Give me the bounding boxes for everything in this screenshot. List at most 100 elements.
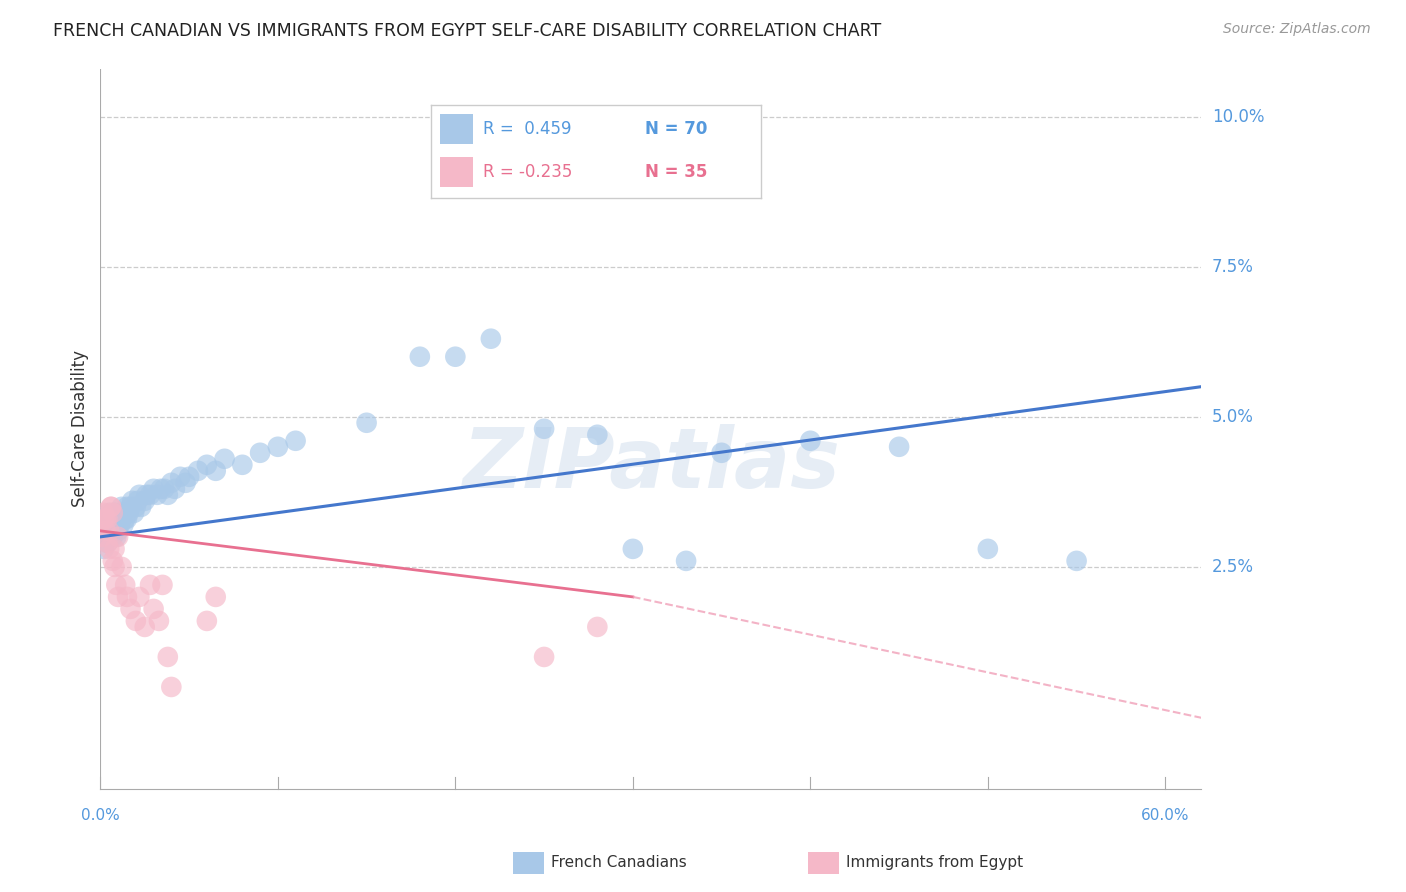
Point bbox=[284, 434, 307, 448]
Point bbox=[479, 332, 502, 346]
Point bbox=[100, 500, 122, 514]
Point bbox=[586, 620, 609, 634]
Point bbox=[169, 470, 191, 484]
Point bbox=[1066, 554, 1088, 568]
Point bbox=[100, 512, 122, 526]
Point bbox=[621, 541, 644, 556]
Point bbox=[174, 475, 197, 490]
Point bbox=[249, 446, 271, 460]
Point bbox=[267, 440, 290, 454]
Point bbox=[120, 602, 142, 616]
Point bbox=[111, 560, 134, 574]
Point bbox=[93, 541, 115, 556]
Point bbox=[139, 488, 162, 502]
Text: Immigrants from Egypt: Immigrants from Egypt bbox=[846, 855, 1024, 870]
Point bbox=[115, 512, 138, 526]
Point bbox=[108, 506, 131, 520]
Point bbox=[100, 500, 122, 514]
Point bbox=[96, 536, 118, 550]
Point bbox=[134, 493, 156, 508]
Point bbox=[409, 350, 432, 364]
Point bbox=[195, 458, 218, 472]
Point bbox=[103, 524, 125, 538]
Point bbox=[356, 416, 378, 430]
Point bbox=[105, 517, 128, 532]
Point bbox=[100, 524, 122, 538]
Point bbox=[586, 427, 609, 442]
Point bbox=[533, 649, 555, 664]
Point bbox=[675, 554, 697, 568]
Point bbox=[533, 422, 555, 436]
Point bbox=[112, 517, 135, 532]
Point bbox=[142, 602, 165, 616]
Point bbox=[160, 475, 183, 490]
Point bbox=[111, 512, 134, 526]
Point bbox=[98, 530, 121, 544]
Point bbox=[148, 614, 170, 628]
Point bbox=[108, 517, 131, 532]
Point bbox=[94, 512, 117, 526]
Point bbox=[163, 482, 186, 496]
Point bbox=[187, 464, 209, 478]
Point bbox=[195, 614, 218, 628]
Point bbox=[121, 493, 143, 508]
Point bbox=[114, 512, 136, 526]
Point bbox=[101, 530, 124, 544]
Point bbox=[111, 500, 134, 514]
Text: 7.5%: 7.5% bbox=[1212, 258, 1254, 276]
Point bbox=[107, 590, 129, 604]
Point bbox=[96, 512, 118, 526]
Text: 2.5%: 2.5% bbox=[1212, 558, 1254, 576]
Point bbox=[135, 488, 157, 502]
Point bbox=[799, 434, 821, 448]
Point bbox=[96, 536, 118, 550]
Point bbox=[98, 524, 121, 538]
Point bbox=[98, 541, 121, 556]
Point bbox=[710, 446, 733, 460]
Point bbox=[156, 649, 179, 664]
Point bbox=[152, 578, 174, 592]
Point bbox=[105, 530, 128, 544]
Point bbox=[129, 500, 152, 514]
Point bbox=[101, 506, 124, 520]
Point bbox=[127, 493, 149, 508]
Point bbox=[160, 680, 183, 694]
Point bbox=[107, 512, 129, 526]
Point bbox=[93, 512, 115, 526]
Point bbox=[177, 470, 200, 484]
Text: Source: ZipAtlas.com: Source: ZipAtlas.com bbox=[1223, 22, 1371, 37]
Point bbox=[125, 500, 148, 514]
Point bbox=[91, 530, 114, 544]
Point bbox=[122, 506, 145, 520]
Point bbox=[977, 541, 1000, 556]
Point bbox=[142, 482, 165, 496]
Text: FRENCH CANADIAN VS IMMIGRANTS FROM EGYPT SELF-CARE DISABILITY CORRELATION CHART: FRENCH CANADIAN VS IMMIGRANTS FROM EGYPT… bbox=[53, 22, 882, 40]
Text: 5.0%: 5.0% bbox=[1212, 408, 1254, 425]
Point bbox=[139, 578, 162, 592]
Point bbox=[214, 451, 236, 466]
Point bbox=[120, 500, 142, 514]
Point bbox=[91, 517, 114, 532]
Point bbox=[101, 554, 124, 568]
Point bbox=[93, 530, 115, 544]
Point bbox=[103, 541, 125, 556]
Point bbox=[444, 350, 467, 364]
Point bbox=[93, 506, 115, 520]
Point bbox=[149, 482, 172, 496]
Point bbox=[115, 500, 138, 514]
Text: 0.0%: 0.0% bbox=[82, 808, 120, 823]
Point bbox=[107, 530, 129, 544]
Point bbox=[153, 482, 176, 496]
Point bbox=[125, 614, 148, 628]
Point bbox=[94, 512, 117, 526]
Point bbox=[105, 578, 128, 592]
Point bbox=[887, 440, 910, 454]
Point bbox=[94, 524, 117, 538]
Point bbox=[231, 458, 253, 472]
Point bbox=[114, 578, 136, 592]
Y-axis label: Self-Care Disability: Self-Care Disability bbox=[72, 351, 89, 508]
Point bbox=[128, 590, 150, 604]
Point bbox=[101, 517, 124, 532]
Point bbox=[96, 517, 118, 532]
Text: 60.0%: 60.0% bbox=[1142, 808, 1189, 823]
